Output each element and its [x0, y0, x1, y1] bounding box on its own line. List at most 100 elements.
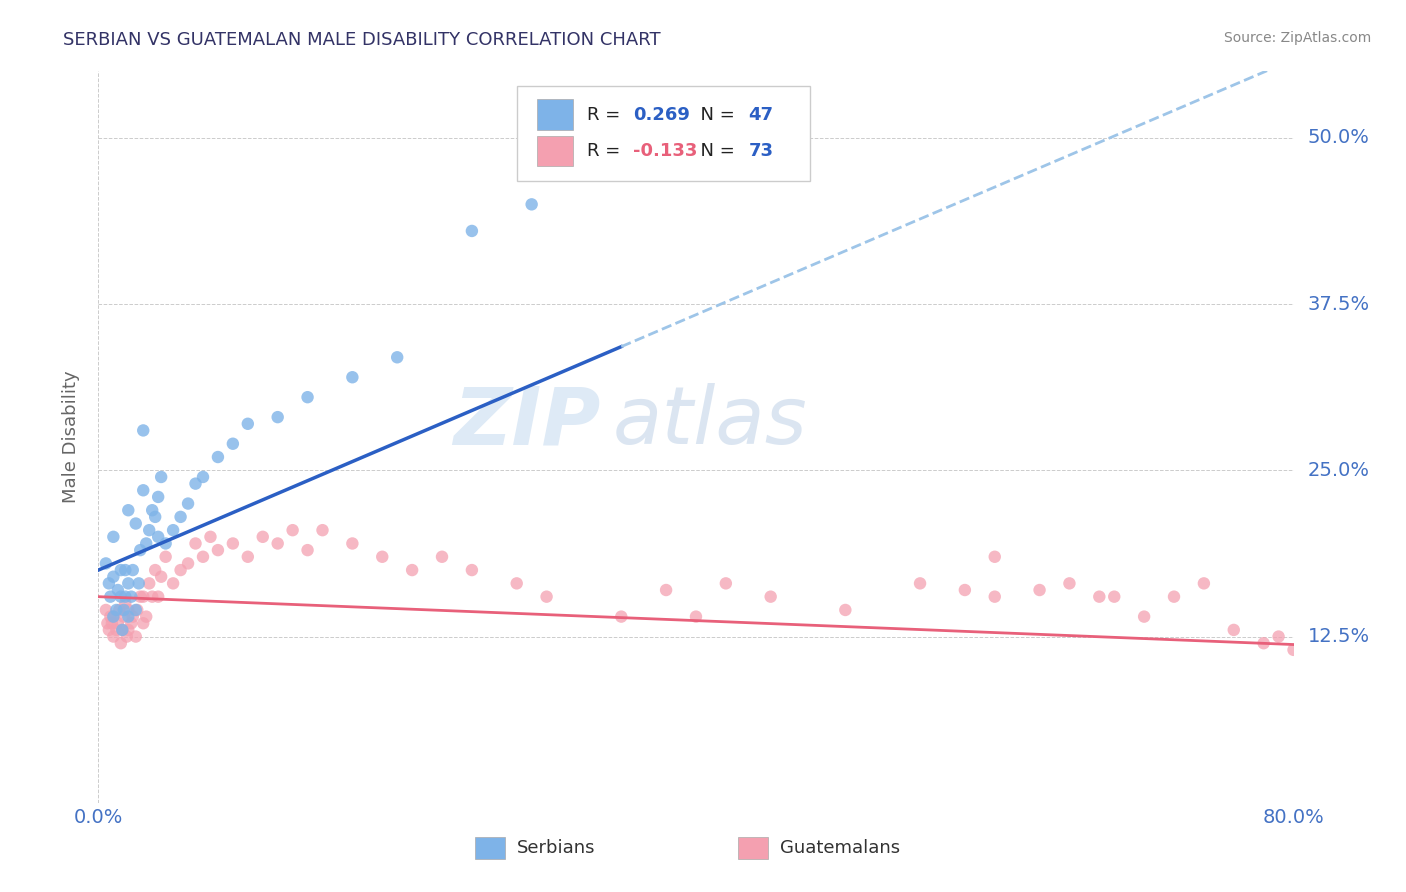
Text: 73: 73	[748, 142, 773, 160]
Point	[281, 523, 304, 537]
Point	[105, 603, 128, 617]
Point	[461, 563, 484, 577]
Point	[685, 609, 707, 624]
Point	[143, 509, 166, 524]
Point	[103, 570, 125, 584]
Point	[610, 609, 633, 624]
Point	[101, 616, 124, 631]
FancyBboxPatch shape	[475, 838, 505, 859]
Point	[207, 543, 229, 558]
FancyBboxPatch shape	[537, 136, 572, 167]
Point	[103, 609, 125, 624]
Text: R =: R =	[588, 105, 626, 123]
Point	[207, 450, 229, 464]
Point	[1253, 636, 1275, 650]
Point	[94, 557, 117, 571]
Point	[953, 582, 976, 597]
Point	[297, 543, 319, 558]
Point	[127, 603, 149, 617]
Point	[114, 563, 136, 577]
Point	[120, 590, 142, 604]
Point	[1133, 609, 1156, 624]
Point	[96, 616, 118, 631]
Point	[236, 549, 259, 564]
Text: Guatemalans: Guatemalans	[779, 839, 900, 857]
Point	[169, 563, 191, 577]
FancyBboxPatch shape	[738, 838, 768, 859]
Point	[148, 590, 170, 604]
Point	[107, 582, 129, 597]
Point	[184, 536, 207, 550]
Point	[141, 503, 163, 517]
Point	[117, 603, 139, 617]
Y-axis label: Male Disability: Male Disability	[62, 371, 80, 503]
Point	[117, 503, 139, 517]
FancyBboxPatch shape	[517, 86, 810, 181]
Point	[97, 576, 120, 591]
Point	[222, 536, 245, 550]
Point	[143, 563, 166, 577]
Point	[121, 563, 143, 577]
Point	[520, 197, 543, 211]
Point	[169, 509, 191, 524]
Point	[1282, 643, 1305, 657]
Point	[148, 530, 170, 544]
Point	[297, 390, 319, 404]
Point	[430, 549, 453, 564]
Point	[162, 523, 184, 537]
Point	[107, 616, 129, 631]
Point	[128, 576, 150, 591]
Point	[148, 490, 170, 504]
Point	[461, 224, 484, 238]
Text: -0.133: -0.133	[633, 142, 697, 160]
Text: 25.0%: 25.0%	[1308, 461, 1369, 480]
Point	[150, 570, 173, 584]
Point	[110, 563, 132, 577]
Point	[135, 609, 157, 624]
Point	[759, 590, 782, 604]
Point	[125, 516, 148, 531]
Point	[150, 470, 173, 484]
Point	[177, 497, 200, 511]
Point	[103, 530, 125, 544]
Point	[103, 609, 125, 624]
Point	[191, 470, 214, 484]
Point	[98, 590, 122, 604]
Point	[111, 623, 134, 637]
Point	[385, 351, 409, 365]
Point	[112, 609, 135, 624]
Point	[132, 590, 155, 604]
Point	[120, 616, 142, 631]
Point	[655, 582, 678, 597]
Point	[184, 476, 207, 491]
Point	[342, 536, 364, 550]
Point	[506, 576, 529, 591]
Point	[200, 530, 222, 544]
Point	[714, 576, 737, 591]
Point	[125, 603, 148, 617]
Text: 0.269: 0.269	[633, 105, 689, 123]
Point	[105, 623, 128, 637]
Point	[834, 603, 856, 617]
Point	[138, 523, 160, 537]
Text: atlas: atlas	[613, 384, 807, 461]
Text: SERBIAN VS GUATEMALAN MALE DISABILITY CORRELATION CHART: SERBIAN VS GUATEMALAN MALE DISABILITY CO…	[63, 31, 661, 49]
Point	[103, 630, 125, 644]
Text: 37.5%: 37.5%	[1308, 294, 1369, 314]
Point	[108, 603, 131, 617]
Point	[1059, 576, 1081, 591]
Point	[1267, 630, 1289, 644]
Point	[1163, 590, 1185, 604]
Point	[112, 603, 135, 617]
Point	[267, 536, 290, 550]
Point	[1088, 590, 1111, 604]
Point	[401, 563, 423, 577]
Point	[908, 576, 931, 591]
Point	[114, 596, 136, 610]
Point	[129, 590, 152, 604]
Point	[117, 576, 139, 591]
Point	[132, 483, 155, 498]
Point	[1223, 623, 1246, 637]
Point	[114, 590, 136, 604]
Point	[1104, 590, 1126, 604]
